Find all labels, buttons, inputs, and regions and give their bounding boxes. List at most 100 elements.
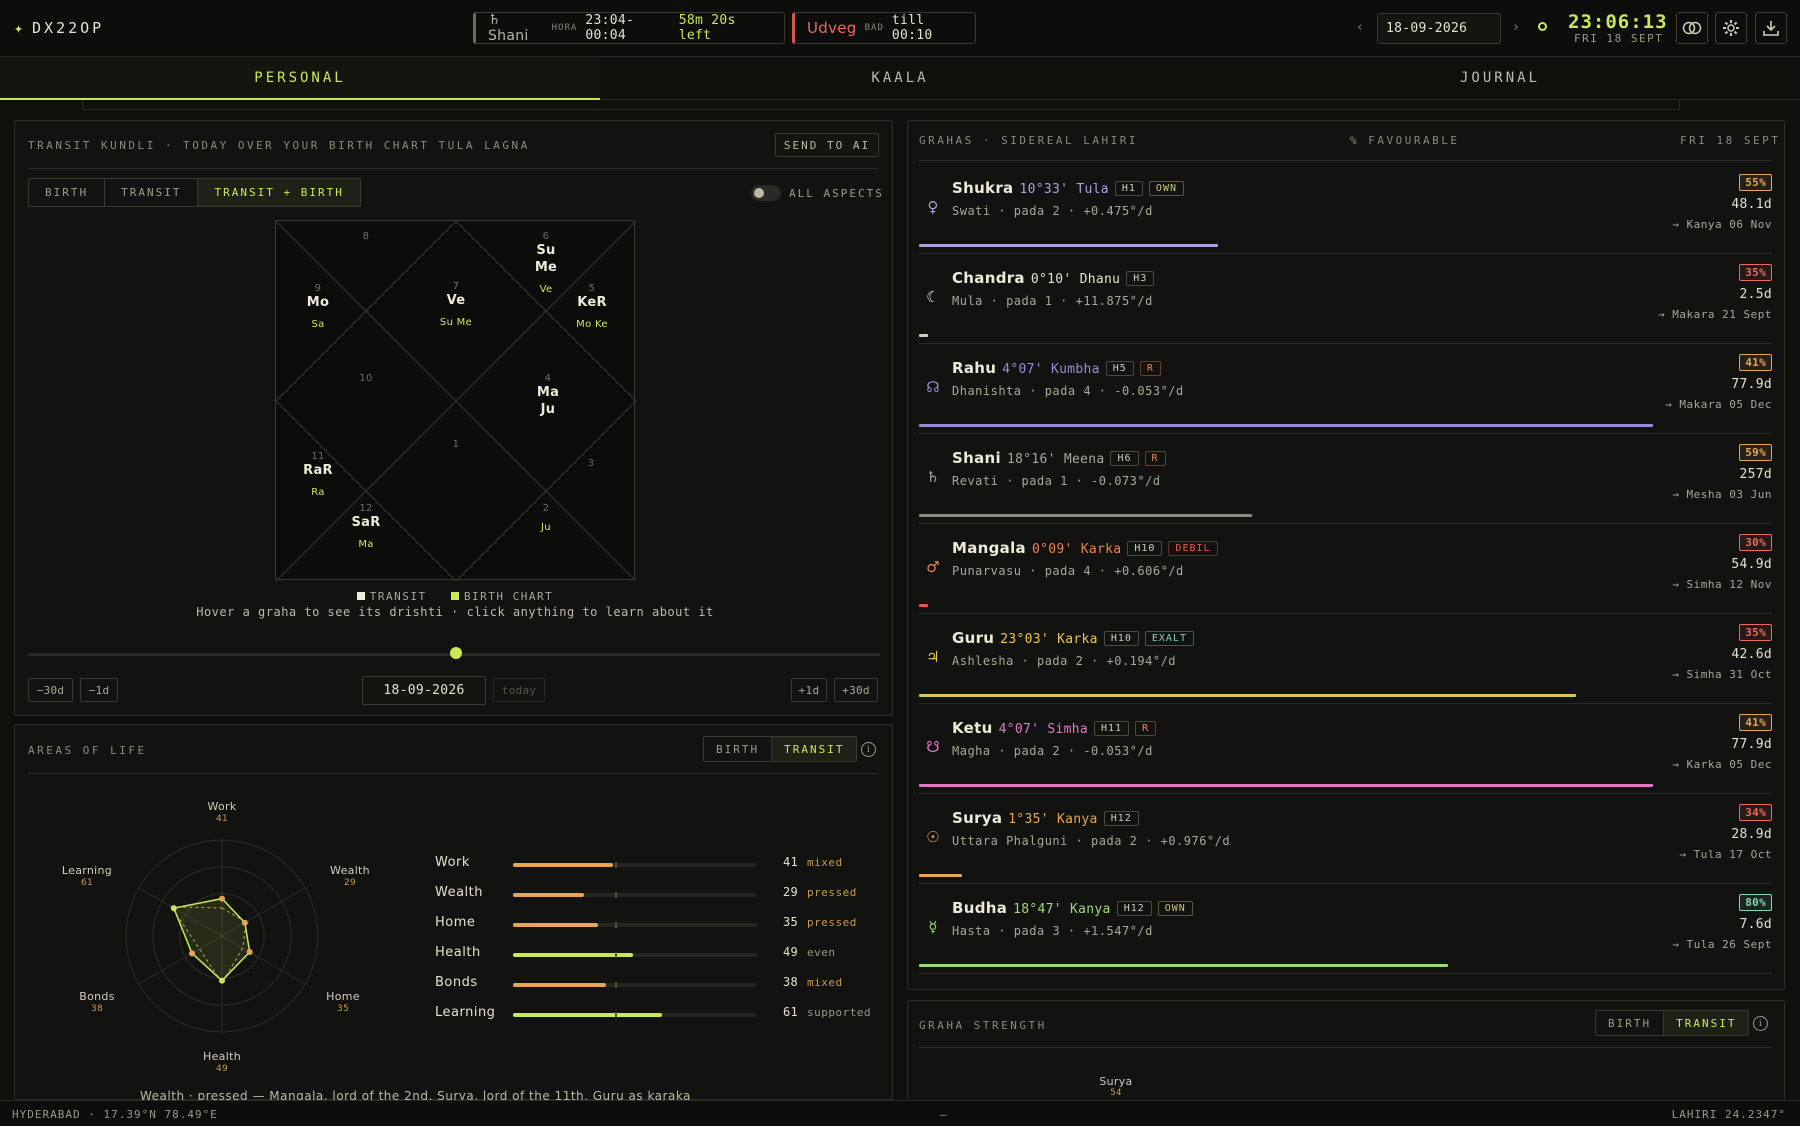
areas-mode-birth[interactable]: BIRTH <box>704 737 773 761</box>
all-aspects-toggle[interactable] <box>751 185 781 201</box>
app-logo[interactable]: ✦ DX22OP <box>14 19 105 37</box>
house-9[interactable]: 9 Mo Sa <box>307 283 329 330</box>
graha-badge: DEBIL <box>1168 541 1218 556</box>
radar-point-home[interactable] <box>246 948 253 955</box>
graha-next-transit: → Mesha 03 Jun <box>1672 488 1772 501</box>
kundli-date-input[interactable]: 18-09-2026 <box>362 676 486 705</box>
strength-mode-birth[interactable]: BIRTH <box>1596 1011 1665 1035</box>
date-input[interactable]: 18-09-2026 <box>1377 13 1501 44</box>
house-12[interactable]: 12 SaR Ma <box>351 503 380 550</box>
birth-planets[interactable]: Sa <box>311 319 325 330</box>
mode-transit[interactable]: TRANSIT <box>105 179 199 206</box>
radar-point-work[interactable] <box>219 895 225 902</box>
house-4[interactable]: 4 Ma Ju <box>537 373 559 426</box>
info-icon[interactable]: i <box>861 742 876 757</box>
transit-planets[interactable]: KeR <box>577 295 607 310</box>
area-row-home[interactable]: Home 35 pressed <box>435 915 880 935</box>
strength-mode-transit[interactable]: TRANSIT <box>1664 1011 1749 1035</box>
area-row-bonds[interactable]: Bonds 38 mixed <box>435 975 880 995</box>
graha-row-ketu[interactable]: ☋ Ketu 4°07' Simha H11 R Magha · pada 2 · -0.… <box>919 704 1772 794</box>
area-row-learning[interactable]: Learning 61 supported <box>435 1005 880 1025</box>
house-2[interactable]: 2 Ju <box>541 503 551 533</box>
send-to-ai-button[interactable]: SEND TO AI <box>775 133 879 157</box>
graha-row-rahu[interactable]: ☊ Rahu 4°07' Kumbha H5 R Dhanishta · pada 4 ·… <box>919 344 1772 434</box>
house-7[interactable]: 7 Ve Su Me <box>440 281 472 328</box>
tab-personal[interactable]: PERSONAL <box>0 57 600 100</box>
house-5[interactable]: 5 KeR Mo Ke <box>576 283 608 330</box>
house-3[interactable]: 3 <box>588 458 595 477</box>
mangala-glyph-icon: ♂ <box>926 558 940 576</box>
transit-planets[interactable]: SaR <box>351 515 381 530</box>
house-8[interactable]: 8 <box>363 231 370 250</box>
tab-kaala[interactable]: KAALA <box>871 70 929 86</box>
graha-position: 23°03' Karka <box>1000 632 1098 647</box>
area-status: mixed <box>807 856 843 869</box>
info-icon[interactable]: i <box>1753 1016 1768 1031</box>
tab-journal[interactable]: JOURNAL <box>1459 70 1540 86</box>
mode-transit-birth[interactable]: TRANSIT + BIRTH <box>198 179 360 206</box>
rings-icon-button[interactable] <box>1676 12 1708 44</box>
plus-30d-button[interactable]: +30d <box>834 678 878 702</box>
graha-name: Surya <box>952 809 1003 827</box>
birth-planets[interactable]: Ma <box>358 539 374 550</box>
prev-date-button[interactable]: ‹ <box>1356 20 1365 35</box>
hora-time: 23:04-00:04 <box>585 13 635 43</box>
house-number: 7 <box>452 281 460 292</box>
birth-planets[interactable]: Su Me <box>439 317 473 328</box>
download-button[interactable] <box>1755 12 1787 44</box>
graha-name-line: Rahu 4°07' Kumbha H5 R <box>952 359 1161 377</box>
radar-point-bonds[interactable] <box>188 950 195 957</box>
graha-row-surya[interactable]: ☉ Surya 1°35' Kanya H12 Uttara Phalguni · pa… <box>919 794 1772 884</box>
hora-indicator[interactable]: ♄ Shani HORA 23:04-00:04 58m 20s left <box>473 12 785 44</box>
mode-birth[interactable]: BIRTH <box>29 179 106 206</box>
minus-30d-button[interactable]: −30d <box>28 678 73 702</box>
choghadiya-indicator[interactable]: Udveg BAD till 00:10 <box>792 12 976 44</box>
graha-badge: R <box>1139 361 1161 376</box>
areas-mode-transit[interactable]: TRANSIT <box>772 737 857 761</box>
radar-point-health[interactable] <box>219 977 225 984</box>
plus-1d-button[interactable]: +1d <box>791 678 827 702</box>
area-row-health[interactable]: Health 49 even <box>435 945 880 965</box>
transit-planets[interactable]: Su Me <box>534 243 558 275</box>
transit-planets[interactable]: Ve <box>446 293 466 308</box>
main-tabs: PERSONAL KAALA JOURNAL <box>0 57 1800 100</box>
transit-planets[interactable]: Mo <box>306 295 330 310</box>
sun-icon <box>1538 22 1547 31</box>
graha-row-shani[interactable]: ♄ Shani 18°16' Meena H6 R Revati · pada 1 · -… <box>919 434 1772 524</box>
transit-planets[interactable]: RaR <box>303 463 333 478</box>
next-date-button[interactable]: › <box>1512 20 1521 35</box>
house-1[interactable]: 1 <box>453 439 460 458</box>
date-slider-knob[interactable] <box>450 647 462 659</box>
today-button[interactable]: today <box>493 678 545 702</box>
birth-planets[interactable]: Ve <box>539 284 553 295</box>
graha-row-chandra[interactable]: ☾ Chandra 0°10' Dhanu H3 Mula · pada 1 · +11… <box>919 254 1772 344</box>
minus-1d-button[interactable]: −1d <box>80 678 118 702</box>
transit-planets[interactable]: Ma Ju <box>536 385 560 417</box>
graha-nakshatra: Punarvasu · pada 4 · +0.606°/d <box>952 564 1184 578</box>
graha-row-guru[interactable]: ♃ Guru 23°03' Karka H10 EXALT Ashlesha · pada… <box>919 614 1772 704</box>
areas-of-life-panel <box>14 724 893 1100</box>
area-row-work[interactable]: Work 41 mixed <box>435 855 880 875</box>
graha-row-budha[interactable]: ☿ Budha 18°47' Kanya H12 OWN Hasta · pada 3 ·… <box>919 884 1772 974</box>
birth-planets[interactable]: Ra <box>311 487 325 498</box>
graha-house: H1 <box>1114 181 1143 196</box>
area-row-wealth[interactable]: Wealth 29 pressed <box>435 885 880 905</box>
birth-planets[interactable]: Mo Ke <box>576 319 608 330</box>
graha-favourable-pct: 55% <box>1739 174 1772 191</box>
settings-button[interactable] <box>1715 12 1747 44</box>
graha-next-transit: → Tula 26 Sept <box>1672 938 1772 951</box>
radar-label-health: Health 49 <box>203 1050 241 1076</box>
radar-point-wealth[interactable] <box>241 919 248 926</box>
birth-planets[interactable]: Ju <box>541 522 551 533</box>
radar-point-learning[interactable] <box>170 905 177 912</box>
house-6[interactable]: 6 Su Me Ve <box>535 231 557 295</box>
area-bar-track <box>513 1012 757 1018</box>
graha-row-shukra[interactable]: ♀ Shukra 10°33' Tula H1 OWN Swati · pada 2 · … <box>919 164 1772 254</box>
graha-favourable-pct: 80% <box>1739 894 1772 911</box>
house-11[interactable]: 11 RaR Ra <box>303 451 333 498</box>
budha-glyph-icon: ☿ <box>928 918 938 936</box>
strength-top-value: 54 <box>1110 1088 1122 1098</box>
house-10[interactable]: 10 <box>359 373 372 392</box>
graha-row-mangala[interactable]: ♂ Mangala 0°09' Karka H10 DEBIL Punarvasu · p… <box>919 524 1772 614</box>
area-name: Health <box>435 945 481 960</box>
